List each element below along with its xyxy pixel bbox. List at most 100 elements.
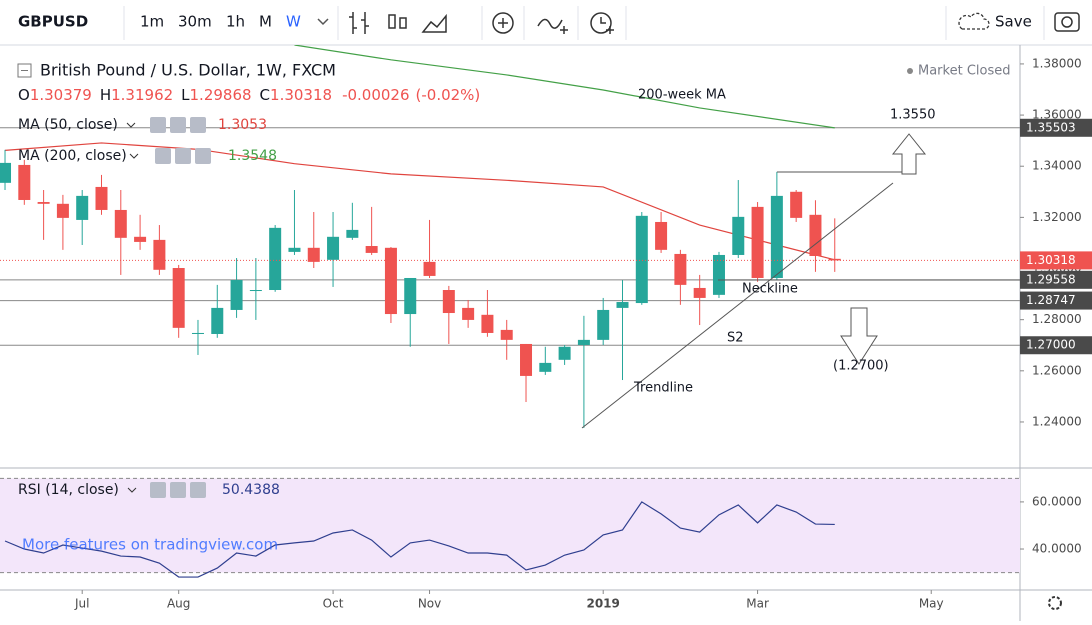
legend-button[interactable] bbox=[150, 117, 166, 133]
candle-body bbox=[269, 227, 282, 291]
candle-body bbox=[327, 236, 340, 260]
rsi-plot bbox=[0, 477, 1020, 578]
ohlc-value: 1.29868 bbox=[190, 86, 252, 104]
save-icon[interactable] bbox=[958, 12, 990, 30]
legend-button[interactable] bbox=[175, 148, 191, 164]
candle-body bbox=[828, 258, 841, 261]
candle-body bbox=[674, 253, 687, 285]
icon-part bbox=[399, 17, 407, 29]
indicator-value: 1.3053 bbox=[218, 117, 267, 133]
x-tick-label: Nov bbox=[418, 597, 441, 611]
candle-body bbox=[404, 277, 417, 315]
interval-button[interactable]: 1m bbox=[140, 13, 164, 31]
legend-button[interactable] bbox=[190, 482, 206, 498]
candle-body bbox=[558, 346, 571, 360]
y-tick-label: 40.0000 bbox=[1032, 542, 1082, 556]
ohlc-value: 1.30318 bbox=[270, 86, 332, 104]
candle-body bbox=[114, 209, 127, 238]
candle-body bbox=[500, 329, 513, 340]
icon-part bbox=[1061, 16, 1073, 28]
candle-body bbox=[481, 314, 494, 333]
level-label: 1.28747 bbox=[1026, 293, 1076, 307]
candle-body bbox=[635, 215, 648, 304]
level-label-bg bbox=[1020, 270, 1092, 289]
drawings bbox=[581, 133, 1020, 429]
annotation: S2 bbox=[727, 331, 744, 346]
collapse-icon[interactable] bbox=[17, 63, 32, 78]
symbol[interactable]: GBPUSD bbox=[18, 13, 88, 31]
level-label-bg bbox=[1020, 336, 1092, 355]
indicator-dropdown[interactable] bbox=[127, 487, 137, 493]
legend-button[interactable] bbox=[195, 148, 211, 164]
level-label: 1.35503 bbox=[1026, 120, 1076, 134]
area-icon[interactable] bbox=[421, 13, 447, 33]
candle-body bbox=[655, 221, 668, 250]
icon-part bbox=[388, 14, 396, 29]
indicator-value: 1.3548 bbox=[228, 148, 277, 164]
snapshot-icon[interactable] bbox=[1054, 12, 1080, 32]
candle-body bbox=[307, 247, 320, 262]
compare-icon[interactable] bbox=[537, 18, 568, 34]
candle-body bbox=[153, 239, 166, 270]
legend-button[interactable] bbox=[150, 482, 166, 498]
indicator-dropdown[interactable] bbox=[126, 122, 136, 128]
indicator-dropdown[interactable] bbox=[129, 153, 139, 159]
candle-body bbox=[732, 216, 745, 255]
interval-button[interactable]: 30m bbox=[178, 13, 212, 31]
settings-icon[interactable] bbox=[1048, 596, 1062, 610]
plot-area bbox=[0, 45, 1020, 428]
alert-icon[interactable] bbox=[590, 12, 612, 34]
save-button[interactable]: Save bbox=[995, 13, 1032, 31]
candle-body bbox=[442, 290, 455, 314]
level-label-bg bbox=[1020, 118, 1092, 137]
toolbar: GBPUSD Save 1m 30m 1h M W bbox=[0, 0, 1092, 46]
ohlc-key: L bbox=[181, 86, 190, 104]
x-tick-label: May bbox=[919, 597, 944, 611]
candle-body bbox=[809, 214, 822, 256]
chart-title: British Pound / U.S. Dollar, 1W, FXCM bbox=[40, 61, 336, 80]
ohlc-key: H bbox=[100, 86, 111, 104]
candle-body bbox=[616, 302, 629, 308]
interval-dropdown[interactable] bbox=[317, 18, 329, 26]
down-arrow bbox=[840, 307, 878, 365]
interval-button[interactable]: W bbox=[286, 13, 301, 31]
x-tick-label: Mar bbox=[746, 597, 769, 611]
rsi-pane: 60.0000 40.0000 bbox=[0, 477, 1082, 578]
candle-body bbox=[770, 195, 783, 278]
legend-button[interactable] bbox=[170, 482, 186, 498]
legend-button[interactable] bbox=[190, 117, 206, 133]
ohlc-key: C bbox=[260, 86, 270, 104]
y-tick-label: 1.32000 bbox=[1032, 210, 1082, 224]
y-tick-label: 60.0000 bbox=[1032, 494, 1082, 508]
legend: British Pound / U.S. Dollar, 1W, FXCM Ma… bbox=[17, 61, 1062, 610]
candle-body bbox=[577, 339, 590, 345]
indicator-name: MA (50, close) bbox=[18, 117, 118, 133]
x-tick-label: Oct bbox=[323, 597, 344, 611]
y-tick-label: 1.38000 bbox=[1032, 56, 1082, 70]
candle-body bbox=[95, 186, 108, 210]
x-tick-label: 2019 bbox=[586, 597, 619, 611]
interval-button[interactable]: 1h bbox=[226, 13, 245, 31]
candle-body bbox=[56, 203, 69, 218]
legend-button[interactable] bbox=[170, 117, 186, 133]
rsi-line bbox=[4, 501, 835, 578]
level-label: 1.27000 bbox=[1026, 338, 1076, 352]
bars-icon[interactable] bbox=[349, 12, 369, 34]
ohlc-change: -0.00026 bbox=[342, 86, 409, 104]
moving-average-line bbox=[4, 142, 835, 261]
legend-button[interactable] bbox=[155, 148, 171, 164]
indicator-value: 50.4388 bbox=[222, 482, 280, 498]
status-dot bbox=[907, 68, 913, 74]
candle-body bbox=[230, 280, 243, 310]
candle-body bbox=[423, 261, 436, 276]
interval-button[interactable]: M bbox=[259, 13, 272, 31]
annotation: Trendline bbox=[633, 381, 693, 396]
y-tick-label: 1.28000 bbox=[1032, 312, 1082, 326]
watermark[interactable]: More features on tradingview.com bbox=[22, 536, 278, 554]
candle-body bbox=[790, 191, 803, 218]
candles-icon[interactable] bbox=[388, 14, 407, 29]
candle-body bbox=[288, 247, 301, 252]
indicators-icon[interactable] bbox=[492, 12, 514, 34]
candle-body bbox=[134, 236, 147, 242]
